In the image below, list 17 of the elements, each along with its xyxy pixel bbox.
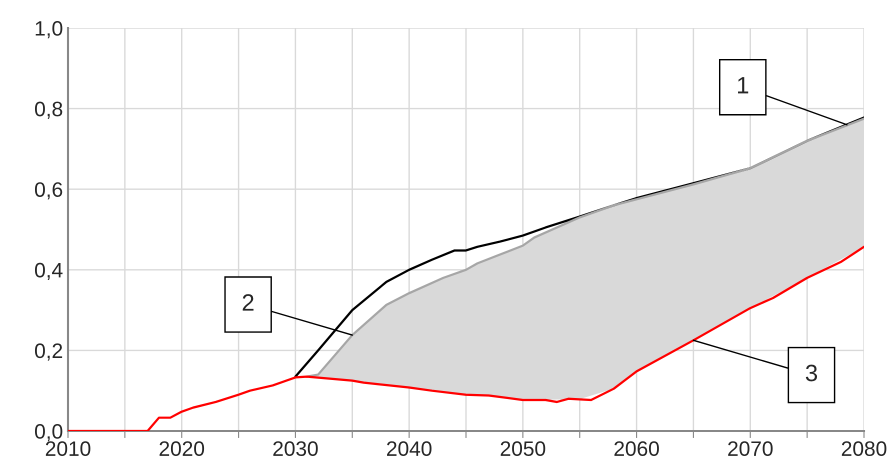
annotation: 1 [738, 77, 748, 94]
annotation: 2 [242, 294, 254, 311]
x-tick-label: 2010 [46, 441, 90, 456]
x-tick-label: 2020 [160, 441, 204, 456]
x-tick-label: 2070 [728, 441, 773, 456]
y-tick-label: 0,0 [34, 424, 62, 442]
x-tick-label: 2040 [387, 441, 432, 456]
x-tick-label: 2080 [842, 441, 886, 456]
y-tick-label: 0,2 [34, 343, 62, 361]
x-tick-label: 2060 [614, 441, 659, 456]
x-tick-label: 2050 [500, 441, 546, 456]
y-tick-label: 1,0 [36, 21, 62, 38]
x-tick-label: 2030 [273, 441, 318, 456]
annotation: 3 [806, 364, 818, 382]
y-tick-label: 0,6 [34, 182, 62, 200]
y-tick-label: 0,4 [34, 262, 63, 280]
y-tick-label: 0,8 [34, 102, 62, 119]
